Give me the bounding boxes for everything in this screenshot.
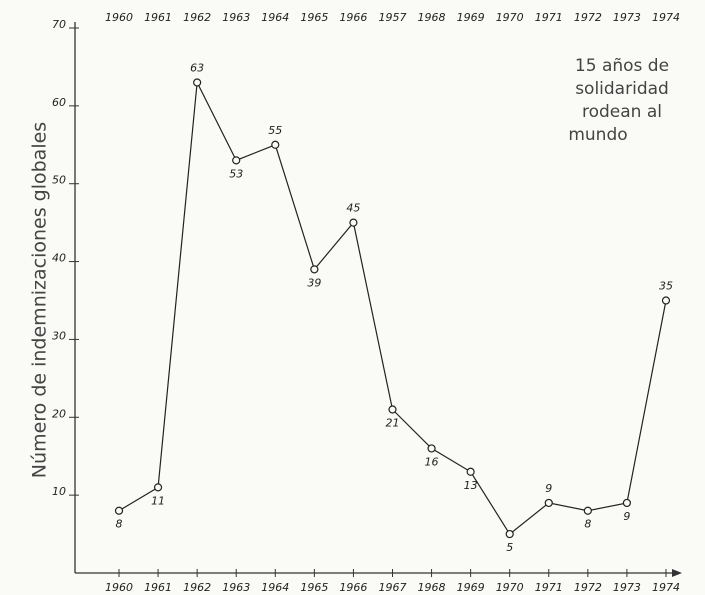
x-tick-label: 1974 [652, 581, 680, 594]
top-label: 1973 [613, 11, 641, 24]
value-label: 8 [116, 518, 123, 531]
value-label: 9 [545, 482, 552, 495]
y-tick-label: 60 [52, 96, 66, 109]
point [427, 444, 436, 453]
point [544, 498, 553, 508]
x-tick-label: 1966 [339, 581, 367, 594]
line [118, 80, 667, 535]
top-label: 1963 [222, 11, 250, 24]
point [505, 529, 514, 539]
top-label: 1968 [418, 11, 446, 24]
y-tick-label: 10 [52, 485, 66, 498]
y-tick-label: 20 [52, 407, 66, 420]
value-label: 63 [190, 62, 204, 75]
x-tick-label: 1969 [457, 581, 485, 594]
top-label: 1972 [574, 11, 602, 24]
top-label: 1974 [652, 11, 680, 24]
value-label: 8 [584, 518, 591, 531]
y-tick-label: 50 [52, 174, 66, 187]
point [388, 405, 397, 414]
axis-arrow [672, 569, 682, 577]
value-label: 53 [229, 167, 243, 180]
annotation: 15 años de [575, 56, 669, 76]
point [661, 296, 671, 305]
x-tick-label: 1971 [535, 581, 563, 594]
point [310, 265, 319, 274]
top-label: 1970 [496, 11, 524, 24]
x-tick-label: 1962 [183, 581, 211, 594]
top-label: 1957 [378, 11, 406, 24]
x-tick-label: 1970 [496, 581, 524, 594]
value-label: 21 [385, 417, 399, 430]
point [466, 467, 475, 476]
point [349, 218, 358, 227]
value-label: 45 [346, 202, 360, 215]
value-label: 5 [506, 541, 513, 554]
point [114, 506, 124, 515]
y-axis-label: Número de indemnizaciones globales [29, 122, 51, 478]
y-tick-label: 30 [52, 329, 66, 342]
point [622, 498, 632, 508]
top-label: 1969 [457, 11, 485, 24]
value-label: 39 [307, 276, 321, 289]
top-label: 1960 [105, 11, 133, 24]
annotation: rodean al [582, 102, 662, 122]
x-tick-label: 1973 [613, 581, 641, 594]
x-tick-label: 1972 [574, 581, 602, 594]
top-label: 1971 [535, 11, 563, 24]
x-tick-label: 1967 [378, 581, 406, 594]
value-label: 11 [151, 494, 165, 507]
point [153, 483, 163, 492]
top-label: 1965 [300, 11, 328, 24]
x-tick-label: 1968 [418, 581, 446, 594]
x-tick-label: 1964 [261, 581, 289, 594]
value-label: 35 [659, 280, 673, 293]
point [193, 78, 202, 87]
point [583, 506, 592, 515]
point [271, 140, 280, 149]
value-label: 55 [268, 124, 282, 137]
x-tick-label: 1965 [300, 581, 328, 594]
y-tick-label: 70 [52, 18, 66, 31]
point [232, 156, 241, 165]
x-tick-label: 1960 [105, 581, 133, 594]
value-label: 16 [425, 455, 439, 468]
top-label: 1961 [144, 11, 172, 24]
y-tick-label: 40 [52, 252, 66, 265]
value-label: 9 [623, 510, 630, 523]
top-label: 1964 [261, 11, 289, 24]
annotation: mundo [568, 125, 627, 145]
top-label: 1962 [183, 11, 211, 24]
top-label: 1966 [339, 11, 367, 24]
x-tick-label: 1963 [222, 581, 250, 594]
x-tick-label: 1961 [144, 581, 172, 594]
value-label: 13 [464, 479, 478, 492]
annotation: solidaridad [575, 79, 669, 99]
